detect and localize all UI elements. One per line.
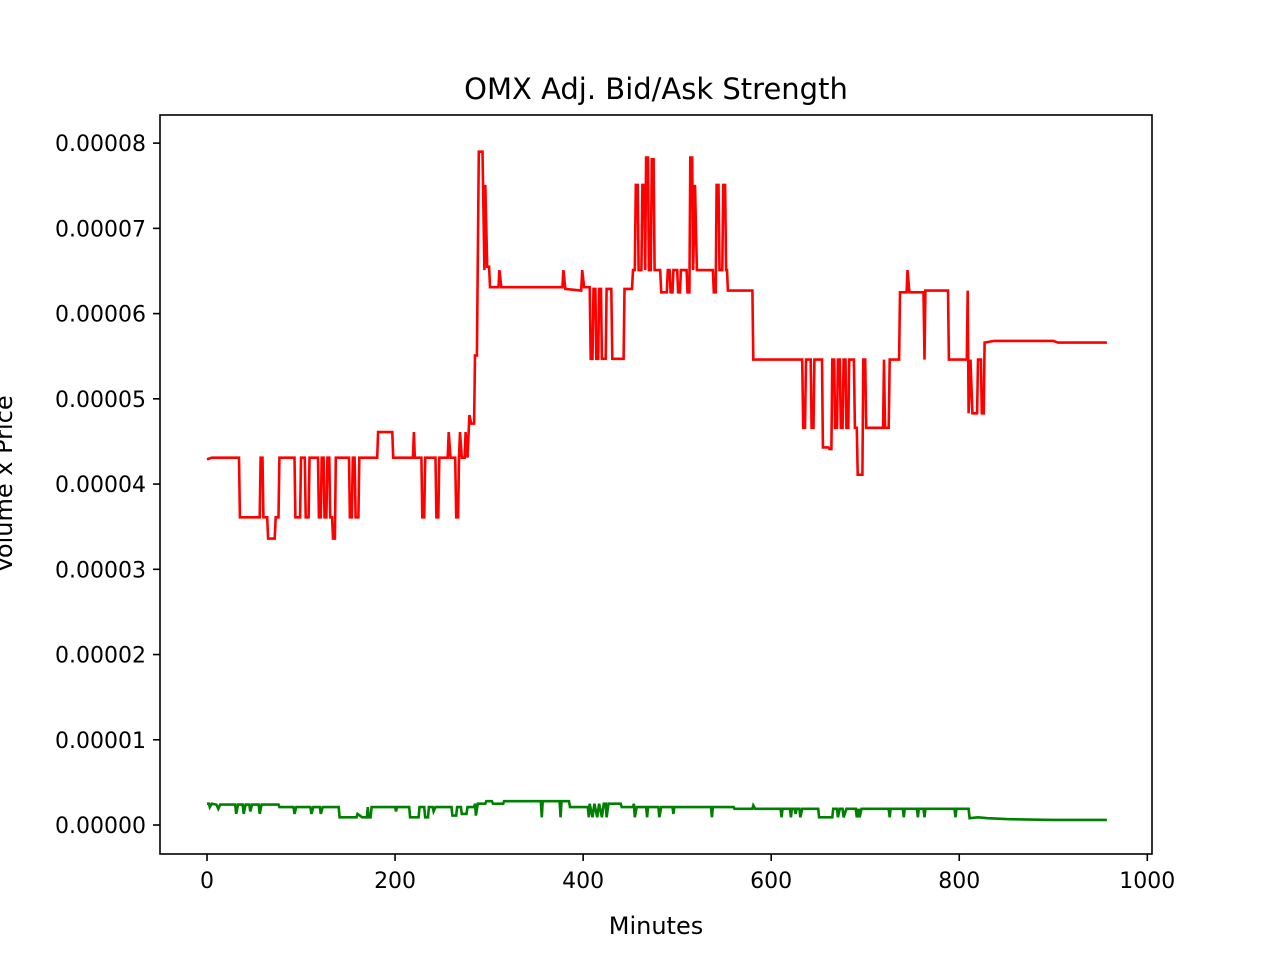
y-tick-label: 0.00007: [55, 217, 146, 242]
y-tick-label: 0.00000: [55, 814, 146, 839]
y-tick-label: 0.00001: [55, 729, 146, 754]
y-tick-label: 0.00008: [55, 132, 146, 157]
x-axis: 0 200 400 600 800 1000: [200, 854, 1175, 894]
series-line-1: [206, 150, 1107, 540]
y-axis-label: Volume x Price: [0, 395, 18, 572]
x-tick-label: 0: [200, 869, 214, 894]
x-tick-label: 800: [938, 869, 980, 894]
series-layer: [206, 150, 1107, 822]
chart-title: OMX Adj. Bid/Ask Strength: [464, 72, 848, 106]
series-line-2: [207, 799, 1107, 822]
y-tick-label: 0.00004: [55, 473, 146, 498]
y-tick-label: 0.00006: [55, 303, 146, 328]
x-tick-label: 400: [562, 869, 604, 894]
x-tick-label: 1000: [1119, 869, 1175, 894]
x-tick-label: 200: [374, 869, 416, 894]
x-axis-label: Minutes: [609, 912, 703, 940]
y-tick-label: 0.00002: [55, 644, 146, 669]
y-tick-label: 0.00005: [55, 388, 146, 413]
y-axis: 0.00000 0.00001 0.00002 0.00003 0.00004 0.000…: [55, 132, 160, 839]
x-tick-label: 600: [750, 869, 792, 894]
y-tick-label: 0.00003: [55, 558, 146, 583]
